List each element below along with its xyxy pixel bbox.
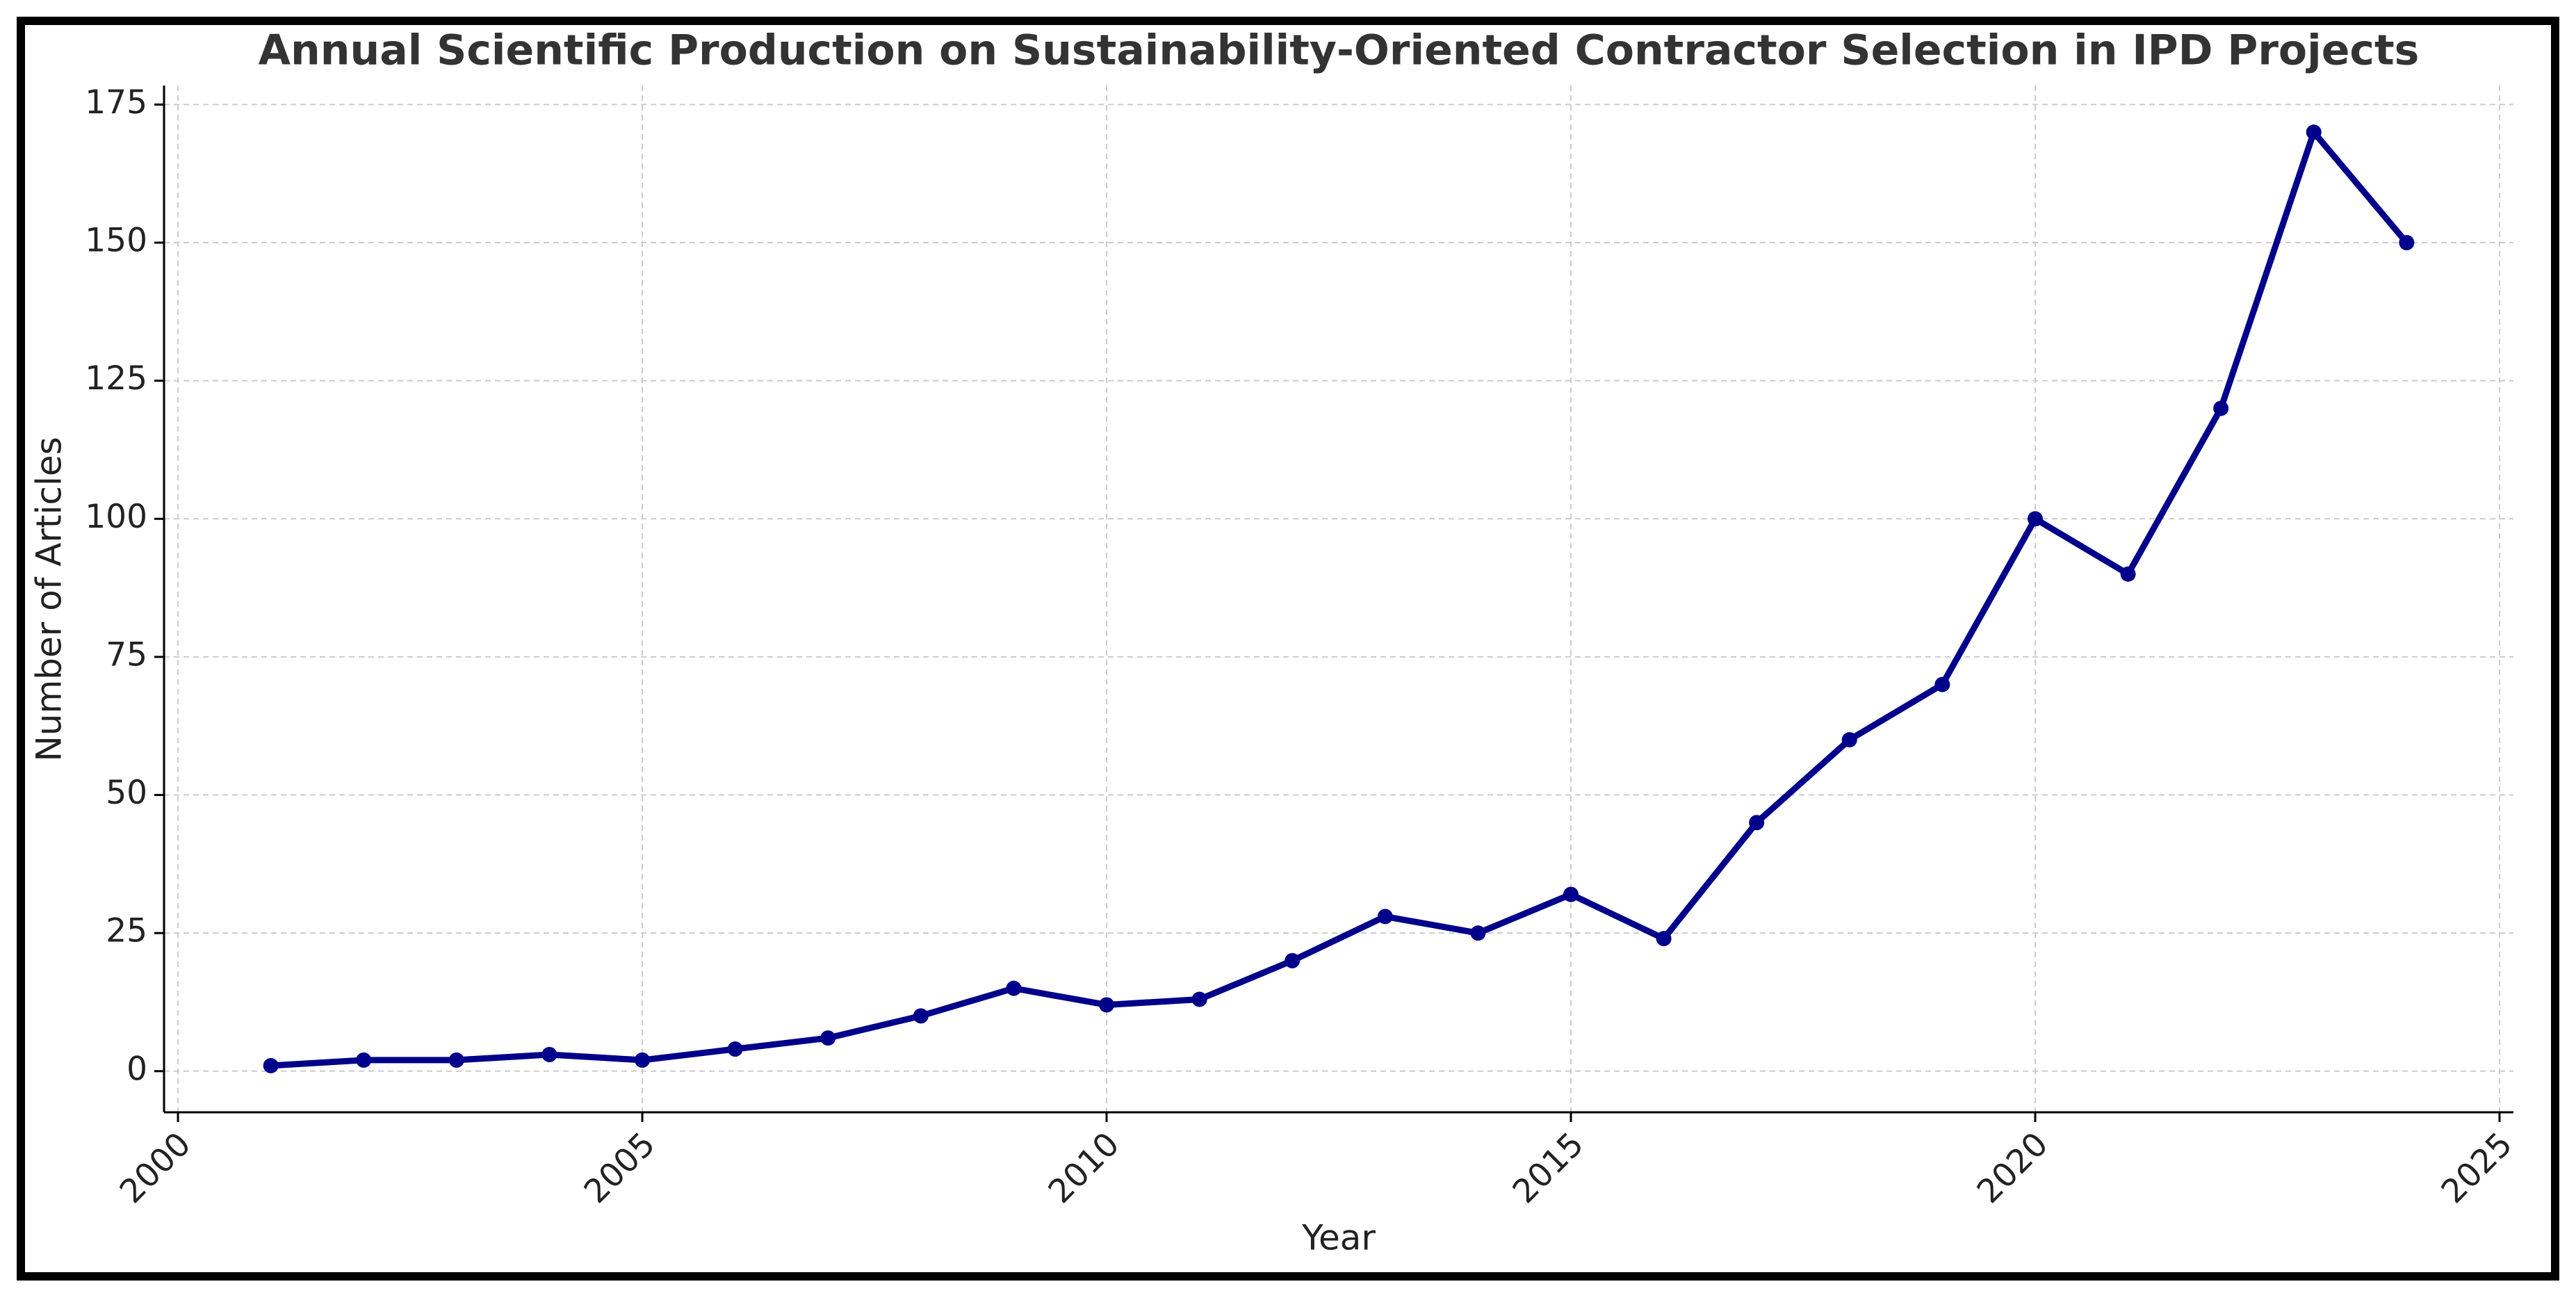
y-tick-label: 0 [127,1050,147,1088]
data-point [1006,980,1022,996]
data-line [270,129,2409,1069]
data-point [541,1046,557,1062]
y-tick-label: 50 [106,774,147,812]
data-point [2027,511,2043,527]
frame [17,17,2559,1281]
x-tick-label: 2010 [1041,1125,1127,1210]
data-point [1285,952,1301,968]
data-point [1841,732,1857,748]
data-point [1749,815,1765,831]
y-tick-label: 25 [106,912,147,950]
data-point [356,1052,372,1068]
data-point [2306,124,2322,140]
plot-area [263,124,2415,1073]
y-tick-label: 175 [85,83,147,122]
data-point [448,1052,464,1068]
data-point [635,1052,651,1068]
data-point [1377,909,1393,925]
chart-title: Annual Scientific Production on Sustaina… [259,26,2420,75]
data-point [1563,886,1579,902]
data-point [1470,925,1486,941]
data-point [2399,235,2415,251]
data-point [1099,997,1115,1013]
x-tick-label: 2025 [2434,1125,2520,1210]
x-tick-label: 2000 [113,1125,198,1210]
data-point [727,1041,743,1057]
data-point [1191,991,1207,1007]
data-point [2120,566,2136,582]
y-tick-label: 75 [106,635,147,674]
y-tick-label: 100 [85,498,147,536]
data-point [1934,676,1950,692]
x-tick-label: 2015 [1506,1125,1591,1210]
x-axis-label: Year [1301,1218,1376,1258]
data-point [820,1030,836,1046]
x-tick-label: 2020 [1970,1125,2055,1210]
x-tick-label: 2005 [577,1125,662,1210]
data-point [913,1008,929,1024]
data-point [2213,400,2229,416]
grid [164,86,2513,1112]
data-point [1656,931,1672,947]
y-axis-label: Number of Articles [29,437,70,761]
y-tick-label: 150 [85,222,147,260]
y-tick-label: 125 [85,359,147,398]
data-point [263,1057,279,1073]
